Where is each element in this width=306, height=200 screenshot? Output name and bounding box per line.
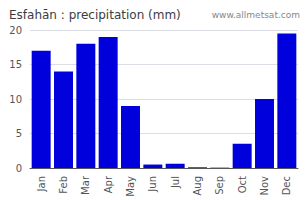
svg-text:Esfahān : precipitation (mm): Esfahān : precipitation (mm) xyxy=(9,8,181,22)
svg-text:Mar: Mar xyxy=(80,175,91,195)
svg-text:Aug: Aug xyxy=(192,176,203,196)
svg-text:www.allmetsat.com: www.allmetsat.com xyxy=(212,10,300,20)
svg-text:Apr: Apr xyxy=(103,175,114,193)
svg-text:Jan: Jan xyxy=(36,176,47,192)
svg-text:0: 0 xyxy=(16,163,22,174)
svg-text:Oct: Oct xyxy=(237,176,248,193)
svg-text:5: 5 xyxy=(16,128,22,139)
svg-text:Jul: Jul xyxy=(170,176,181,189)
svg-text:Dec: Dec xyxy=(281,176,292,195)
svg-text:May: May xyxy=(125,176,136,197)
svg-text:10: 10 xyxy=(9,94,22,105)
svg-text:Nov: Nov xyxy=(259,176,270,196)
svg-text:15: 15 xyxy=(9,59,22,70)
svg-text:Feb: Feb xyxy=(58,176,69,194)
svg-text:20: 20 xyxy=(9,25,22,36)
svg-text:Sep: Sep xyxy=(214,176,225,195)
svg-text:Jun: Jun xyxy=(147,176,158,193)
